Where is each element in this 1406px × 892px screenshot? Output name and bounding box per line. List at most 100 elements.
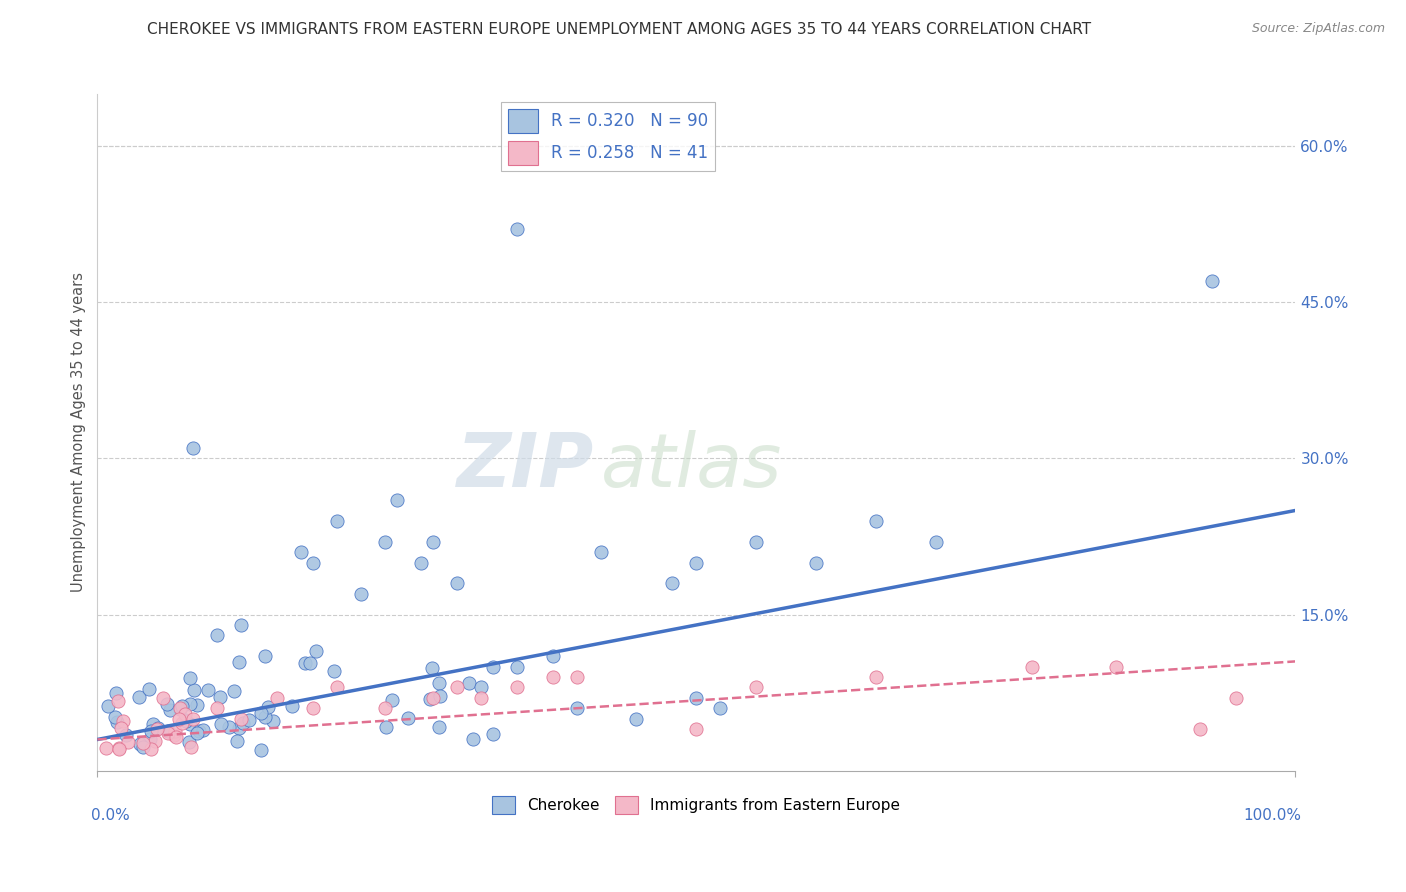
Point <box>326 681 349 695</box>
Point <box>179 717 201 731</box>
Point <box>218 720 240 734</box>
Point <box>181 441 204 455</box>
Point <box>374 534 396 549</box>
Point <box>162 728 184 742</box>
Point <box>222 684 245 698</box>
Point <box>146 722 169 736</box>
Text: CHEROKEE VS IMMIGRANTS FROM EASTERN EUROPE UNEMPLOYMENT AMONG AGES 35 TO 44 YEAR: CHEROKEE VS IMMIGRANTS FROM EASTERN EURO… <box>146 22 1091 37</box>
Point <box>865 514 887 528</box>
Point <box>205 701 228 715</box>
Point <box>505 659 527 673</box>
Point <box>305 644 328 658</box>
Point <box>141 742 163 756</box>
Point <box>685 722 707 736</box>
Point <box>422 690 444 705</box>
Point <box>169 701 191 715</box>
Point <box>232 716 254 731</box>
Point <box>541 649 564 664</box>
Point <box>104 686 127 700</box>
Point <box>205 628 228 642</box>
Point <box>661 576 683 591</box>
Point <box>170 698 193 713</box>
Text: 0.0%: 0.0% <box>91 808 131 823</box>
Point <box>238 713 260 727</box>
Point <box>186 726 208 740</box>
Point <box>107 694 129 708</box>
Point <box>420 661 443 675</box>
Point <box>458 675 481 690</box>
Point <box>169 712 191 726</box>
Point <box>381 693 404 707</box>
Point <box>174 714 197 728</box>
Point <box>685 556 707 570</box>
Point <box>350 587 373 601</box>
Point <box>565 670 588 684</box>
Point <box>142 717 165 731</box>
Text: 100.0%: 100.0% <box>1243 808 1302 823</box>
Point <box>419 692 441 706</box>
Point <box>173 714 195 728</box>
Legend: R = 0.320   N = 90, R = 0.258   N = 41: R = 0.320 N = 90, R = 0.258 N = 41 <box>501 103 714 171</box>
Point <box>422 534 444 549</box>
Point <box>1225 690 1247 705</box>
Point <box>262 714 284 729</box>
Point <box>139 731 162 746</box>
Point <box>174 706 197 721</box>
Point <box>104 710 127 724</box>
Point <box>129 737 152 751</box>
Point <box>165 731 187 745</box>
Point <box>156 725 179 739</box>
Point <box>163 724 186 739</box>
Point <box>427 676 450 690</box>
Point <box>117 735 139 749</box>
Point <box>107 741 129 756</box>
Point <box>186 698 208 712</box>
Point <box>105 714 128 729</box>
Point <box>172 715 194 730</box>
Point <box>541 670 564 684</box>
Point <box>257 700 280 714</box>
Point <box>446 576 468 591</box>
Point <box>97 699 120 714</box>
Point <box>470 690 492 705</box>
Point <box>209 716 232 731</box>
Point <box>152 691 174 706</box>
Point <box>250 706 273 720</box>
Point <box>1201 275 1223 289</box>
Point <box>281 699 304 714</box>
Point <box>228 721 250 735</box>
Point <box>302 556 325 570</box>
Point <box>110 721 132 735</box>
Point <box>745 681 768 695</box>
Point <box>565 701 588 715</box>
Point <box>326 514 349 528</box>
Point <box>187 723 209 738</box>
Point <box>181 712 204 726</box>
Point <box>374 720 396 734</box>
Point <box>141 724 163 739</box>
Point <box>396 711 419 725</box>
Point <box>228 655 250 669</box>
Point <box>865 670 887 684</box>
Point <box>146 722 169 736</box>
Point <box>429 689 451 703</box>
Point <box>266 690 288 705</box>
Point <box>709 701 731 715</box>
Point <box>427 721 450 735</box>
Point <box>229 712 252 726</box>
Point <box>159 703 181 717</box>
Text: ZIP: ZIP <box>457 430 595 503</box>
Point <box>481 659 503 673</box>
Point <box>322 665 344 679</box>
Point <box>409 556 432 570</box>
Point <box>183 682 205 697</box>
Point <box>107 741 129 756</box>
Point <box>298 656 321 670</box>
Point <box>96 740 118 755</box>
Point <box>294 657 316 671</box>
Point <box>505 222 527 236</box>
Point <box>179 671 201 685</box>
Point <box>626 712 648 726</box>
Point <box>180 739 202 754</box>
Point <box>112 714 135 729</box>
